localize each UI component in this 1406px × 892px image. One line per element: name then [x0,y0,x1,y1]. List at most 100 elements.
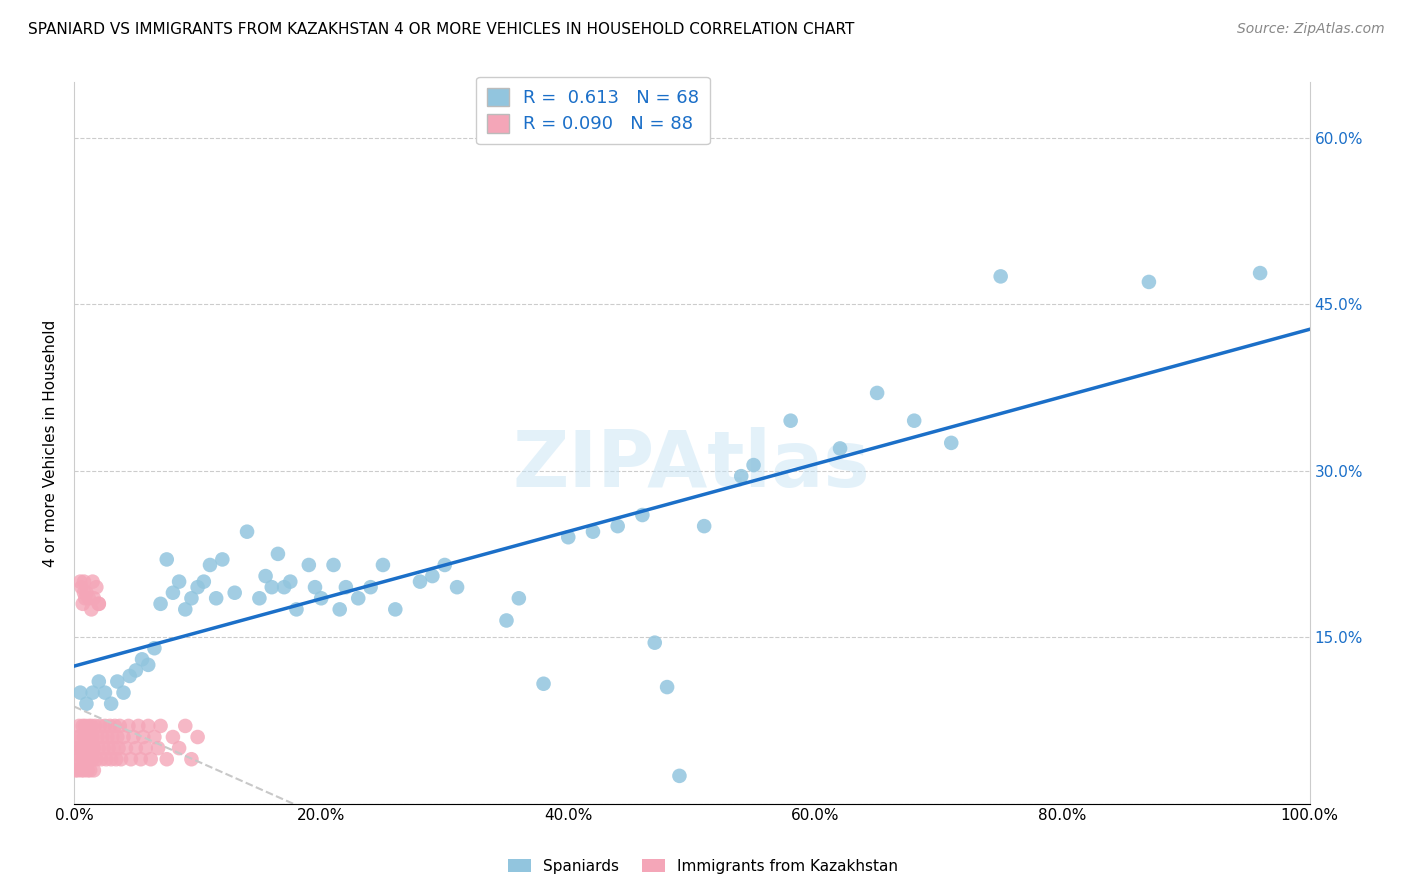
Point [83,741,105,756]
Point [433,558,456,572]
Point [162,730,184,744]
Point [371,558,394,572]
Point [91,730,114,744]
Text: SPANIARD VS IMMIGRANTS FROM KAZAKHSTAN 4 OR MORE VEHICLES IN HOUSEHOLD CORRELATI: SPANIARD VS IMMIGRANTS FROM KAZAKHSTAN 4… [28,22,855,37]
Point [131,652,153,666]
Point [582,524,605,539]
Point [655,680,678,694]
Point [180,591,202,606]
Point [98,719,121,733]
Point [187,730,209,744]
Point [94,685,117,699]
Point [360,580,382,594]
Point [278,574,301,589]
Point [69,752,91,766]
Point [65,752,87,766]
Point [73,585,96,599]
Point [93,741,115,756]
Point [329,602,352,616]
Point [69,574,91,589]
Point [606,519,628,533]
Point [668,769,690,783]
Point [149,597,172,611]
Point [90,752,112,766]
Point [347,591,370,606]
Point [76,764,98,778]
Point [309,591,332,606]
Point [139,752,162,766]
Point [446,580,468,594]
Point [108,719,131,733]
Point [298,558,321,572]
Point [644,635,666,649]
Point [146,741,169,756]
Point [149,719,172,733]
Point [422,569,444,583]
Point [75,591,97,606]
Point [143,641,166,656]
Point [174,602,197,616]
Point [75,730,97,744]
Point [236,524,259,539]
Point [75,719,97,733]
Point [122,730,145,744]
Point [557,530,579,544]
Point [167,574,190,589]
Point [174,719,197,733]
Point [75,752,97,766]
Point [205,591,228,606]
Point [83,764,105,778]
Point [100,697,122,711]
Point [73,730,96,744]
Point [86,730,108,744]
Point [322,558,344,572]
Point [304,580,326,594]
Point [103,741,125,756]
Point [65,741,87,756]
Point [96,730,118,744]
Point [273,580,295,594]
Point [72,752,94,766]
Point [87,741,110,756]
Point [77,752,100,766]
Point [118,669,141,683]
Point [72,719,94,733]
Point [125,741,148,756]
Point [67,741,90,756]
Point [254,569,277,583]
Point [866,386,889,401]
Point [779,414,801,428]
Point [125,664,148,678]
Point [260,580,283,594]
Point [409,574,432,589]
Point [167,741,190,756]
Point [75,741,97,756]
Point [83,591,105,606]
Point [1137,275,1160,289]
Point [941,436,963,450]
Point [110,752,132,766]
Point [135,741,157,756]
Point [79,764,101,778]
Point [162,585,184,599]
Point [75,697,97,711]
Point [80,741,103,756]
Point [87,597,110,611]
Point [742,458,765,472]
Point [73,764,96,778]
Point [73,574,96,589]
Point [198,558,221,572]
Y-axis label: 4 or more Vehicles in Household: 4 or more Vehicles in Household [44,319,58,566]
Point [156,752,179,766]
Point [120,752,142,766]
Point [82,574,104,589]
Point [66,730,89,744]
Point [115,741,138,756]
Point [180,752,202,766]
Point [129,752,152,766]
Point [82,730,104,744]
Legend: Spaniards, Immigrants from Kazakhstan: Spaniards, Immigrants from Kazakhstan [502,853,904,880]
Point [631,508,654,522]
Legend: R =  0.613   N = 68, R = 0.090   N = 88: R = 0.613 N = 68, R = 0.090 N = 88 [477,77,710,145]
Point [87,674,110,689]
